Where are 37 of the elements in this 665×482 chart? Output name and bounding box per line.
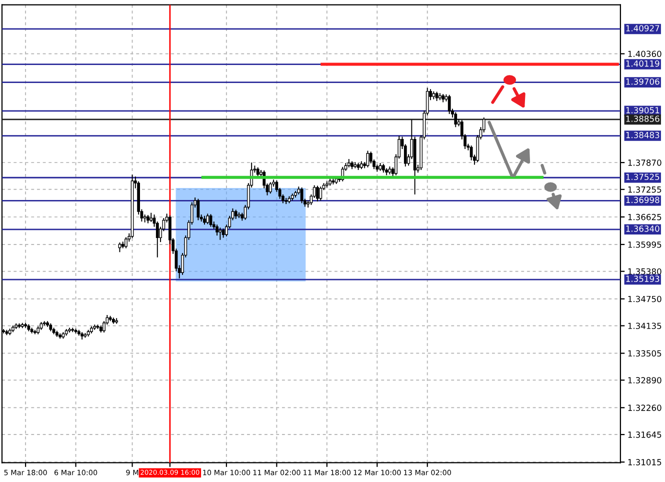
y-tick-label: 1.35995 [628,241,662,248]
candlestick [216,224,218,236]
y-tick-label: 1.37255 [628,186,662,193]
y-tick-label: 1.31645 [628,432,662,438]
candlestick [268,182,272,194]
y-tick-label: 1.34750 [628,296,662,302]
y-tick-label: 1.34135 [628,322,662,330]
y-tick-label: 1.33505 [628,350,662,357]
ref-line-label: 1.36998 [626,196,660,204]
candlestick [448,94,451,115]
candlestick [319,186,322,202]
y-tick-label: 1.40360 [628,50,662,58]
y-tick-label: 1.35380 [628,268,662,275]
y-tick-label: 1.31015 [628,459,662,466]
candlestick [316,185,319,202]
candlestick [470,145,473,161]
candlestick [256,166,260,178]
ref-line-label: 1.40927 [626,25,660,32]
ref-line-label: 1.38856 [626,116,660,122]
y-tick-label: 1.32260 [628,404,662,411]
ref-line-label: 1.40119 [626,60,660,67]
candlestick [206,213,210,225]
candlestick [234,209,238,220]
ref-line-label: 1.36340 [626,226,660,232]
ref-line-label: 1.39706 [626,78,660,85]
ref-line-label: 1.35193 [626,276,660,282]
ref-line-label: 1.38483 [626,132,660,138]
candlestick [222,228,225,238]
candlestick [124,236,128,249]
candlestick [454,112,458,128]
y-tick-label: 1.37870 [628,160,662,166]
candlestick [218,227,222,240]
y-tick-label: 1.32890 [628,377,662,384]
y-tick-label: 1.36625 [628,214,662,220]
ref-line-label: 1.37525 [626,174,660,180]
ref-line-label: 1.39051 [626,107,660,114]
candlestick [150,212,153,222]
